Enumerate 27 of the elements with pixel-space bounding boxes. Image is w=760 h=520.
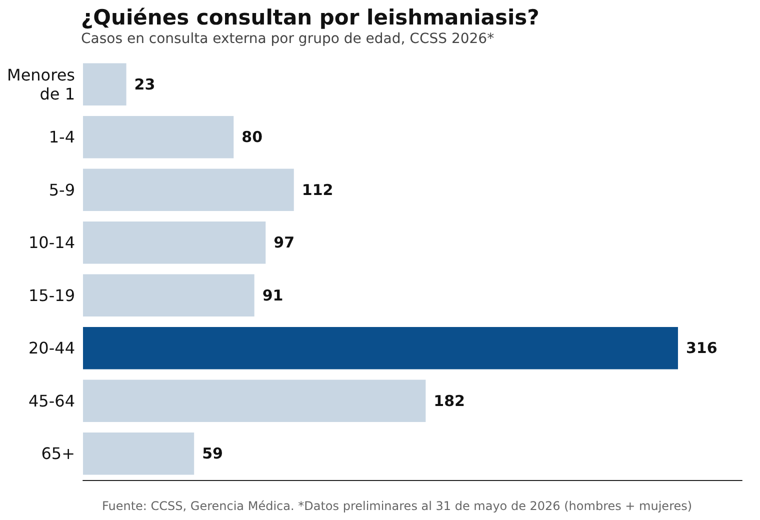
y-tick-label: 10-14	[28, 233, 75, 252]
y-tick-label: Menores de 1	[7, 65, 75, 104]
chart-subtitle: Casos en consulta externa por grupo de edad, CCSS 2026*	[81, 31, 494, 47]
bar	[83, 63, 126, 106]
bar	[83, 116, 234, 158]
data-label: 59	[202, 444, 223, 463]
data-label: 182	[434, 392, 465, 410]
y-tick-label: 45-64	[28, 391, 75, 410]
bar	[83, 327, 678, 370]
bar	[83, 274, 254, 316]
source-note: Fuente: CCSS, Gerencia Médica. *Datos preliminares al 31 de mayo de 2026 (hombres + mujeres)	[102, 499, 692, 513]
y-tick-label: 5-9	[48, 180, 75, 200]
data-label: 23	[134, 75, 156, 94]
data-label: 91	[262, 286, 284, 304]
chart-title: ¿Quiénes consultan por leishmaniasis?	[81, 6, 540, 30]
y-tick-label: 1-4	[48, 128, 75, 147]
y-tick-label: 20-44	[28, 338, 75, 358]
bar	[83, 432, 194, 475]
data-label: 316	[686, 339, 718, 358]
bar	[83, 380, 426, 422]
data-label: 80	[242, 128, 263, 146]
y-tick-label: 15-19	[28, 286, 75, 305]
y-tick-label: 65+	[41, 444, 75, 464]
bar	[83, 168, 294, 211]
data-label: 97	[274, 234, 295, 252]
bar	[83, 222, 266, 264]
data-label: 112	[302, 180, 334, 199]
